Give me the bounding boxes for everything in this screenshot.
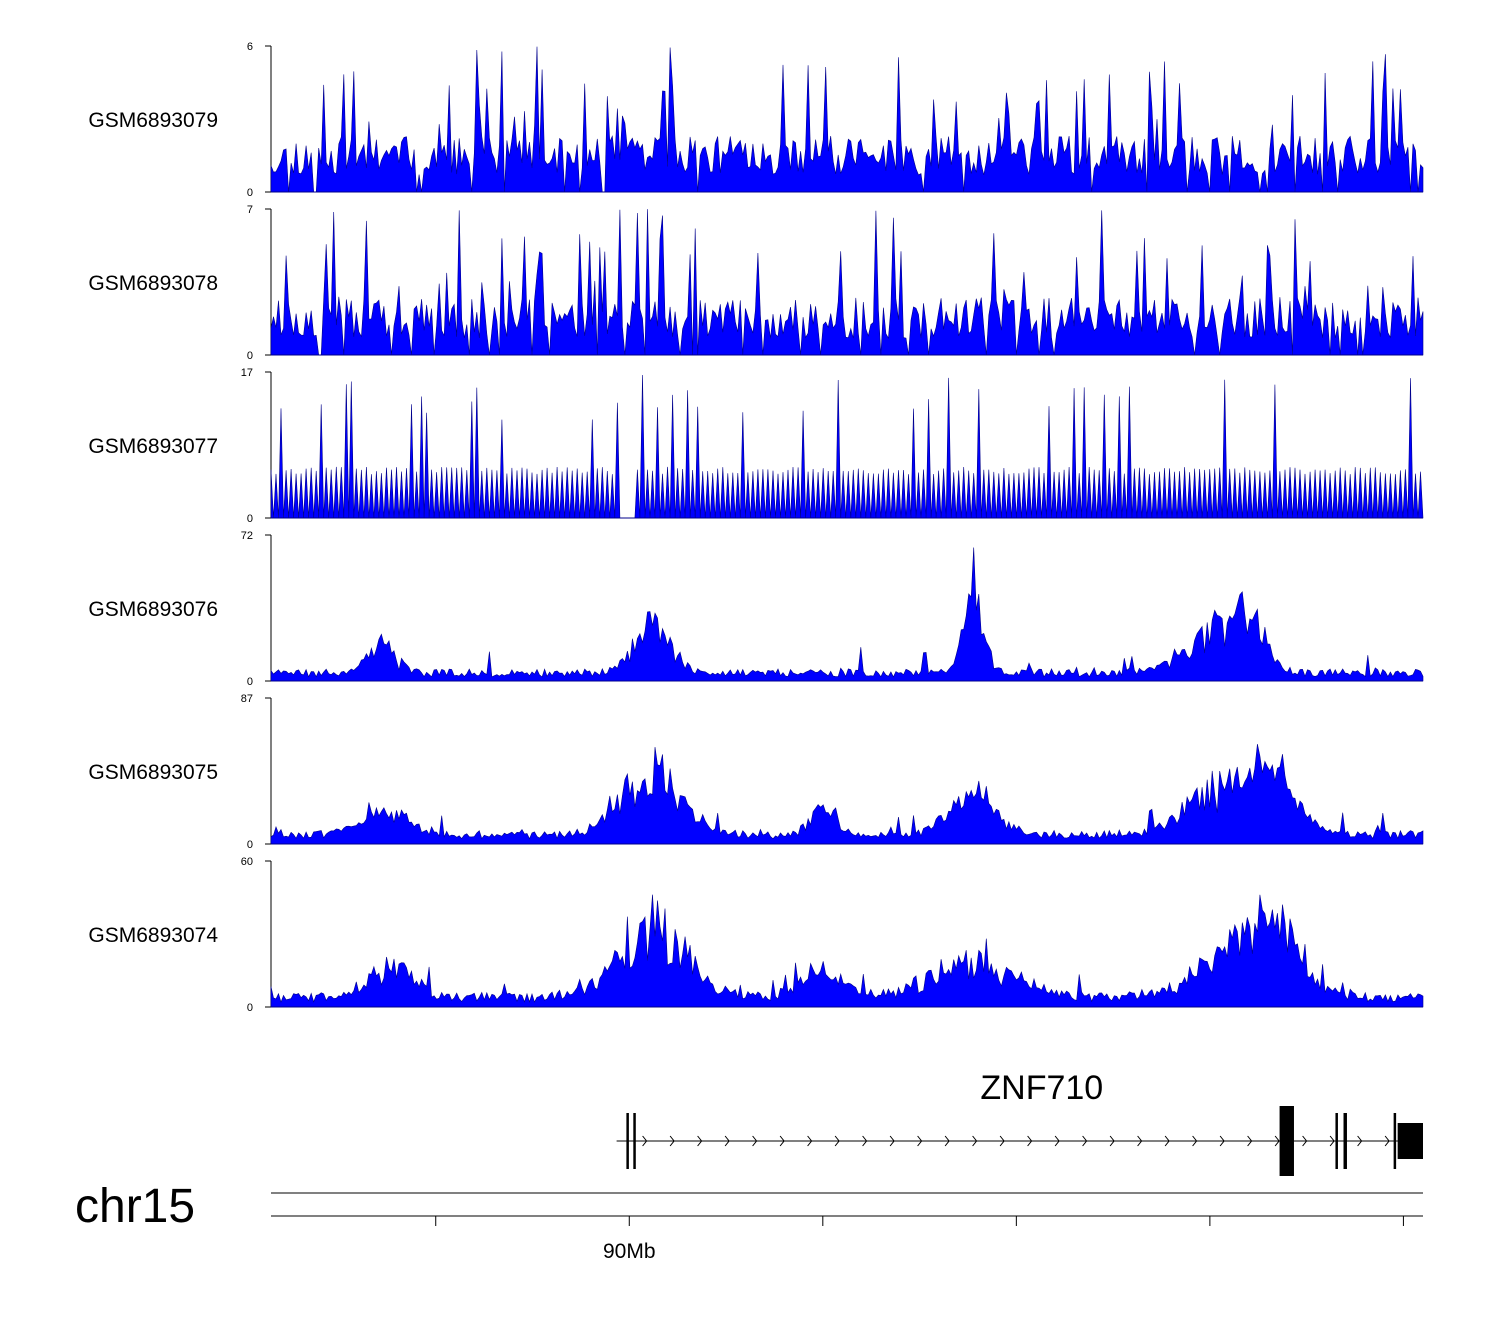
track-label: GSM6893077 [88, 435, 218, 458]
coverage-area [270, 894, 1424, 1008]
y-max-label: 7 [247, 204, 253, 216]
strand-arrow [889, 1135, 895, 1147]
strand-arrow [1302, 1135, 1308, 1147]
track-gsm6893074: GSM6893074 60 0 [88, 856, 1424, 1014]
gene-exon [626, 1113, 629, 1169]
y-max-label: 60 [241, 856, 253, 868]
track-label: GSM6893075 [88, 761, 218, 784]
strand-arrow [1247, 1135, 1253, 1147]
gene-track: ZNF710 [616, 1069, 1423, 1176]
strand-arrow [669, 1135, 675, 1147]
strand-arrow [1054, 1135, 1060, 1147]
coverage-area [270, 209, 1424, 356]
y-min-label: 0 [247, 513, 253, 525]
y-max-label: 6 [247, 41, 253, 53]
gene-exon [1393, 1113, 1397, 1169]
coverage-tracks: GSM689307960GSM689307870GSM6893077170GSM… [88, 41, 1424, 1014]
y-min-label: 0 [247, 350, 253, 362]
y-min-label: 0 [247, 187, 253, 199]
strand-arrow [1274, 1135, 1280, 1147]
strand-arrow [1137, 1135, 1143, 1147]
y-max-label: 17 [241, 367, 253, 379]
strand-arrow [697, 1135, 703, 1147]
strand-arrow [972, 1135, 978, 1147]
strand-arrow [834, 1135, 840, 1147]
strand-arrow [1164, 1135, 1170, 1147]
track-label: GSM6893078 [88, 272, 218, 295]
strand-arrow [779, 1135, 785, 1147]
coverage-area [270, 547, 1424, 682]
strand-arrow [999, 1135, 1005, 1147]
strand-arrow [1357, 1135, 1363, 1147]
y-max-label: 87 [241, 693, 253, 705]
strand-arrow [1082, 1135, 1088, 1147]
coverage-area [270, 46, 1424, 193]
genome-axis: chr15 90Mb [75, 1180, 1423, 1263]
coverage-area [270, 374, 1424, 519]
strand-arrow [944, 1135, 950, 1147]
y-min-label: 0 [247, 676, 253, 688]
y-min-label: 0 [247, 1002, 253, 1014]
track-label: GSM6893076 [88, 598, 218, 621]
track-gsm6893076: GSM6893076 72 0 [88, 530, 1424, 688]
y-min-label: 0 [247, 839, 253, 851]
chromosome-label: chr15 [75, 1180, 195, 1233]
x-axis-label: 90Mb [603, 1240, 656, 1263]
strand-arrow [1027, 1135, 1033, 1147]
coverage-area [270, 744, 1424, 845]
strand-arrow [1192, 1135, 1198, 1147]
strand-arrow [752, 1135, 758, 1147]
strand-arrow [1384, 1135, 1390, 1147]
gene-exon [1279, 1106, 1294, 1176]
y-max-label: 72 [241, 530, 253, 542]
gene-exon [633, 1113, 636, 1169]
gene-exon [1343, 1113, 1347, 1169]
strand-arrow [642, 1135, 648, 1147]
strand-arrow [1219, 1135, 1225, 1147]
strand-arrow [724, 1135, 730, 1147]
track-gsm6893079: GSM6893079 6 0 [88, 41, 1424, 199]
strand-arrow [807, 1135, 813, 1147]
strand-arrow [917, 1135, 923, 1147]
strand-arrow [1329, 1135, 1335, 1147]
track-label: GSM6893079 [88, 109, 218, 132]
track-gsm6893078: GSM6893078 7 0 [88, 204, 1424, 362]
track-gsm6893075: GSM6893075 87 0 [88, 693, 1424, 851]
strand-arrow [1109, 1135, 1115, 1147]
track-label: GSM6893074 [88, 924, 218, 947]
gene-name: ZNF710 [980, 1069, 1103, 1107]
track-gsm6893077: GSM6893077 17 0 [88, 367, 1424, 525]
strand-arrow [862, 1135, 868, 1147]
gene-exon [1397, 1123, 1423, 1159]
gene-exon [1335, 1113, 1338, 1169]
